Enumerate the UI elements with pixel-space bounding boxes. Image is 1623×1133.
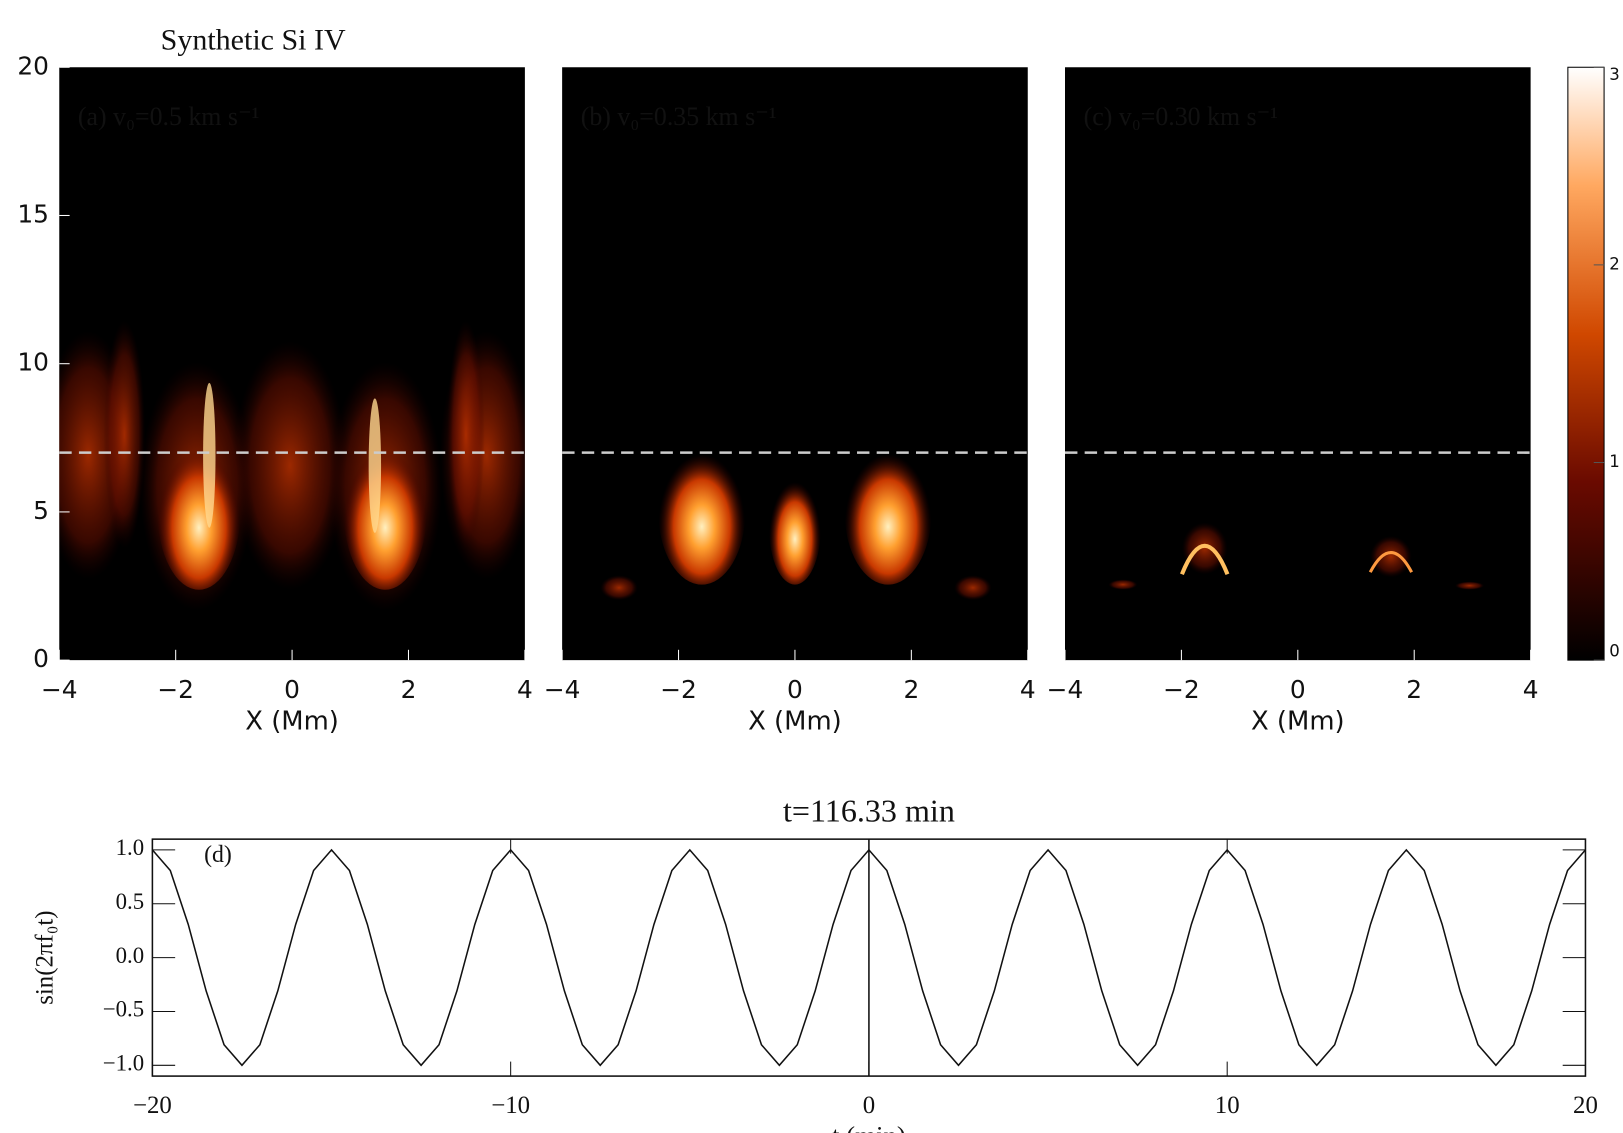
y-tick-label: 20 [17,51,49,80]
y-tick-label: 0.0 [116,943,144,968]
x-tick-label: −20 [133,1092,172,1119]
panel-label: (d) [204,842,232,868]
x-tick-label: 2 [903,675,919,704]
x-axis-label: X (Mm) [245,707,339,737]
y-tick-label: 0 [33,644,49,673]
chart-title: Synthetic Si IV [161,23,346,56]
x-tick-label: 0 [284,675,300,704]
x-tick-label: 4 [1020,675,1036,704]
emission [1108,522,1485,590]
line-series [151,848,1587,1067]
y-tick-label: −0.5 [103,997,144,1022]
colorbar-tick-label: 0 [1609,641,1620,660]
x-axis-label: X (Mm) [1251,707,1345,737]
chart-title: t=116.33 min [783,793,955,829]
x-tick-label: 2 [1406,675,1422,704]
x-tick-label: 0 [787,675,803,704]
panel-background [1065,67,1531,661]
x-tick-label: −4 [41,675,78,704]
x-tick-label: 0 [1290,675,1306,704]
x-tick-label: −2 [157,675,194,704]
x-tick-label: −10 [491,1092,530,1119]
x-tick-label: −4 [1047,675,1084,704]
y-tick-label: 1.0 [116,835,144,860]
x-tick-label: 10 [1215,1092,1240,1119]
y-tick-label: 0.5 [116,889,144,914]
y-tick-label: −1.0 [103,1051,144,1076]
y-tick-label: 5 [33,496,49,525]
x-tick-label: 2 [401,675,417,704]
x-axis-label: X (Mm) [748,707,842,737]
colorbar-tick-label: 1 [1609,452,1620,471]
panel-label: (a) v₀=0.5 km s⁻¹ [78,102,259,131]
x-tick-label: 0 [863,1092,875,1119]
emission [600,439,992,601]
y-tick-label: 15 [17,199,49,228]
panel-label: (b) v₀=0.35 km s⁻¹ [581,102,777,131]
x-tick-label: 4 [1523,675,1539,704]
x-tick-label: 20 [1573,1092,1598,1119]
x-axis-label: t (min) [832,1120,906,1133]
y-tick-label: 10 [17,348,49,377]
colorbar-tick-label: 3 [1609,65,1620,84]
panel-label: (c) v₀=0.30 km s⁻¹ [1084,102,1278,131]
x-tick-label: −4 [544,675,581,704]
x-tick-label: −2 [660,675,697,704]
colorbar-tick-label: 2 [1609,254,1620,273]
colorbar [1567,66,1605,661]
emission [59,320,525,611]
y-axis-label: sin(2πf₀t) [32,910,59,1004]
x-tick-label: −2 [1163,675,1200,704]
x-tick-label: 4 [517,675,533,704]
